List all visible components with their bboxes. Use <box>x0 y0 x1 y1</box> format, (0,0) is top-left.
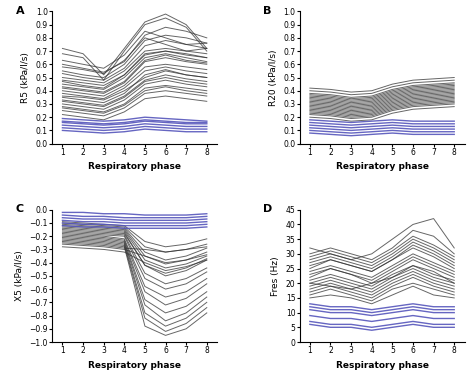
Text: B: B <box>263 6 272 16</box>
Y-axis label: R5 (kPa/l/s): R5 (kPa/l/s) <box>21 52 30 103</box>
Y-axis label: X5 (kPa/l/s): X5 (kPa/l/s) <box>15 250 24 301</box>
Text: A: A <box>16 6 25 16</box>
Text: C: C <box>16 204 24 214</box>
X-axis label: Respiratory phase: Respiratory phase <box>336 162 428 171</box>
Text: D: D <box>263 204 273 214</box>
X-axis label: Respiratory phase: Respiratory phase <box>88 162 181 171</box>
X-axis label: Respiratory phase: Respiratory phase <box>336 361 428 370</box>
Y-axis label: Fres (Hz): Fres (Hz) <box>271 256 280 296</box>
Y-axis label: R20 (kPa/l/s): R20 (kPa/l/s) <box>269 49 278 106</box>
X-axis label: Respiratory phase: Respiratory phase <box>88 361 181 370</box>
